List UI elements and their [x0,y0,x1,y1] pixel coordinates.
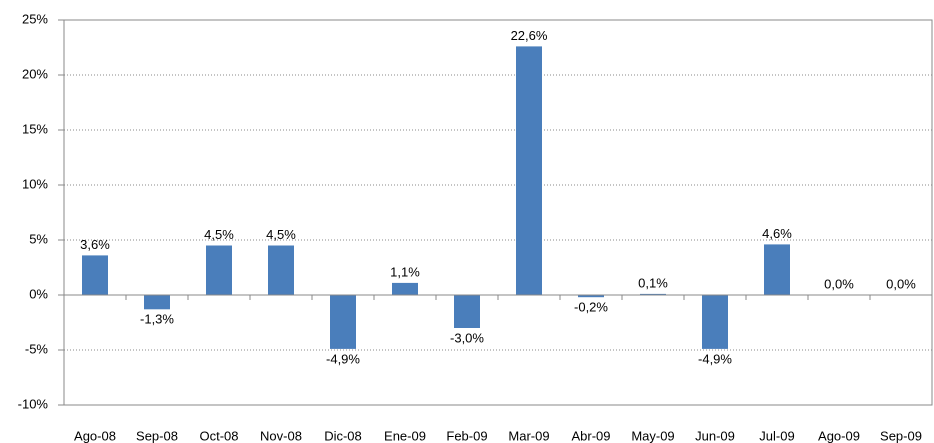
x-tick-label: Jul-09 [759,428,794,443]
data-label: 4,5% [204,227,234,242]
data-label: 3,6% [80,237,110,252]
x-tick-label: Feb-09 [446,428,487,443]
bar [144,295,170,310]
data-label: 0,0% [824,276,854,291]
bar [702,295,728,349]
x-tick-label: Abr-09 [571,428,610,443]
bar [640,293,666,295]
data-label: 0,0% [886,276,916,291]
y-tick-label: 5% [29,231,48,246]
data-label: -4,9% [326,351,360,366]
data-label: 22,6% [511,28,548,43]
x-tick-label: Nov-08 [260,428,302,443]
data-label: 4,6% [762,226,792,241]
bar [330,295,356,349]
x-tick-label: Dic-08 [324,428,362,443]
x-tick-label: Ago-09 [818,428,860,443]
x-tick-label: Mar-09 [508,428,549,443]
bar [392,282,418,295]
y-tick-label: 25% [22,11,48,26]
bar [578,295,604,298]
data-label: 1,1% [390,264,420,279]
x-tick-label: May-09 [631,428,674,443]
bar [516,46,542,296]
x-tick-label: Sep-08 [136,428,178,443]
data-label: -4,9% [698,351,732,366]
data-label: 4,5% [266,227,296,242]
y-tick-label: 20% [22,66,48,81]
y-tick-label: 0% [29,286,48,301]
data-label: -0,2% [574,300,608,315]
data-label: 0,1% [638,275,668,290]
x-tick-label: Ago-08 [74,428,116,443]
y-tick-label: -5% [25,341,49,356]
x-tick-label: Oct-08 [199,428,238,443]
bar [454,295,480,328]
data-label: -1,3% [140,312,174,327]
bar [82,255,108,295]
x-tick-label: Ene-09 [384,428,426,443]
x-tick-label: Sep-09 [880,428,922,443]
y-tick-label: 10% [22,176,48,191]
bar [764,244,790,295]
y-tick-label: -10% [18,396,49,411]
bar [268,245,294,295]
y-tick-label: 15% [22,121,48,136]
data-label: -3,0% [450,330,484,345]
bar [206,245,232,295]
x-tick-label: Jun-09 [695,428,735,443]
plot-border [63,19,933,406]
